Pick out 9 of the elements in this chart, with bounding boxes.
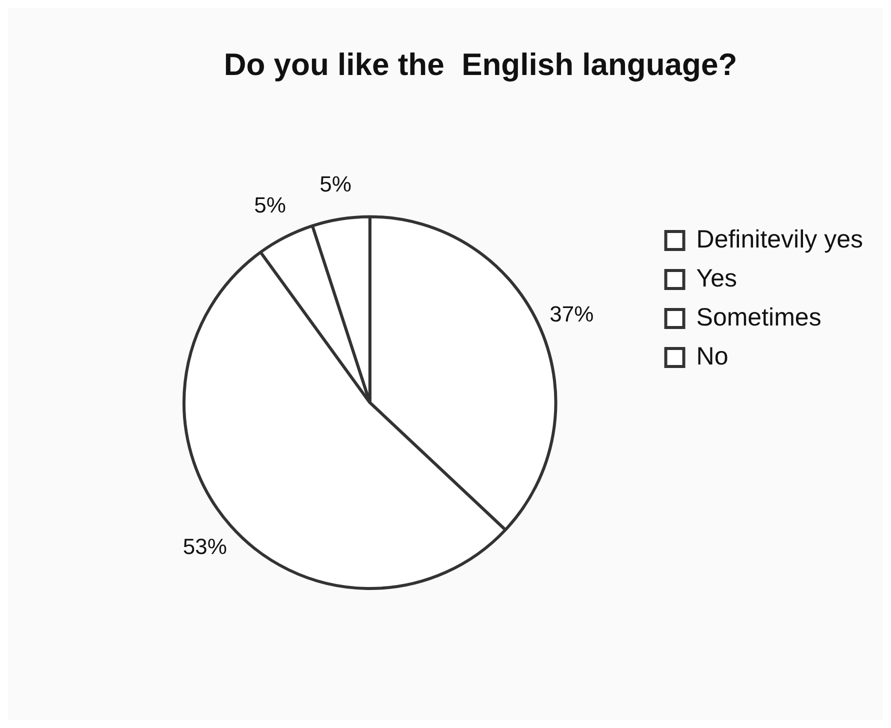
- data-label: 5%: [254, 192, 286, 218]
- legend-label: Sometimes: [696, 303, 822, 332]
- data-label: 53%: [182, 534, 227, 560]
- legend-label: Definitevily yes: [696, 225, 864, 254]
- chart-title: Do you like the English language?: [224, 47, 738, 82]
- data-label: 5%: [320, 171, 352, 196]
- legend-label: No: [696, 342, 728, 370]
- data-label: 37%: [550, 301, 594, 326]
- legend-label: Yes: [696, 264, 738, 292]
